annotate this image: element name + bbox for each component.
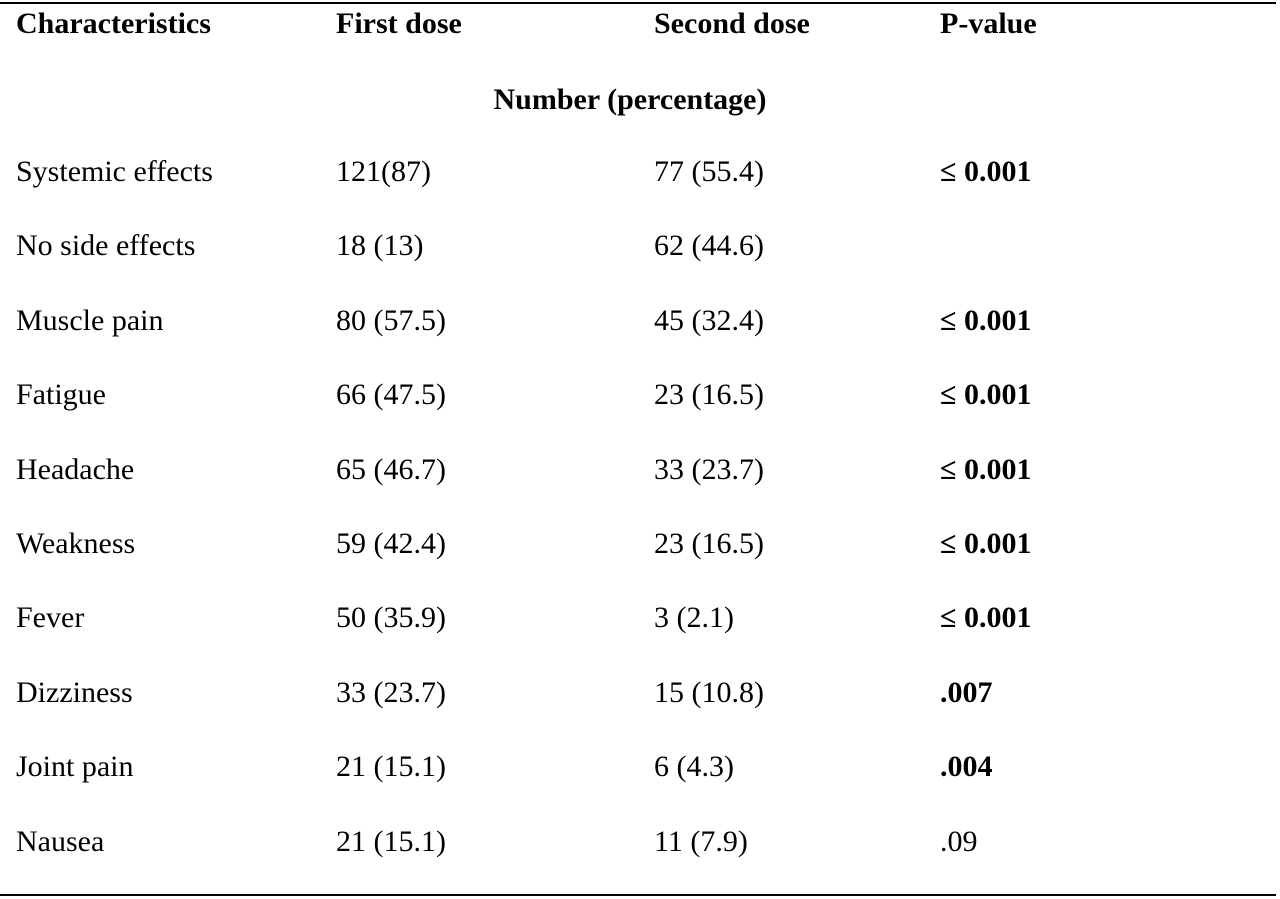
cell-second-dose: 62 (44.6) [654,229,764,262]
cell-p-value: .09 [940,825,978,858]
cell-second-dose: 77 (55.4) [654,155,764,188]
header-first-dose: First dose [336,7,462,40]
cell-second-dose: 33 (23.7) [654,453,764,486]
cell-first-dose: 59 (42.4) [336,527,446,560]
cell-characteristic: No side effects [16,229,196,262]
cell-p-value: .007 [940,676,993,709]
cell-second-dose: 15 (10.8) [654,676,764,709]
cell-characteristic: Fever [16,601,85,634]
cell-p-value: ≤ 0.001 [940,304,1032,337]
cell-first-dose: 65 (46.7) [336,453,446,486]
cell-first-dose: 80 (57.5) [336,304,446,337]
cell-first-dose: 50 (35.9) [336,601,446,634]
cell-characteristic: Nausea [16,825,105,858]
cell-first-dose: 18 (13) [336,229,424,262]
cell-p-value: ≤ 0.001 [940,601,1032,634]
cell-p-value: ≤ 0.001 [940,527,1032,560]
cell-first-dose: 33 (23.7) [336,676,446,709]
cell-first-dose: 21 (15.1) [336,825,446,858]
cell-characteristic: Dizziness [16,676,133,709]
cell-second-dose: 23 (16.5) [654,378,764,411]
cell-second-dose: 23 (16.5) [654,527,764,560]
cell-first-dose: 66 (47.5) [336,378,446,411]
cell-characteristic: Fatigue [16,378,106,411]
cell-characteristic: Joint pain [16,750,134,783]
table-bottom-rule [0,894,1276,896]
cell-characteristic: Headache [16,453,135,486]
header-second-dose: Second dose [654,7,810,40]
table-top-rule [0,2,1276,4]
header-characteristics: Characteristics [16,7,211,40]
cell-second-dose: 11 (7.9) [654,825,748,858]
cell-first-dose: 21 (15.1) [336,750,446,783]
cell-second-dose: 3 (2.1) [654,601,734,634]
cell-second-dose: 45 (32.4) [654,304,764,337]
cell-first-dose: 121(87) [336,155,431,188]
cell-p-value: ≤ 0.001 [940,378,1032,411]
cell-p-value: ≤ 0.001 [940,453,1032,486]
cell-characteristic: Muscle pain [16,304,164,337]
cell-characteristic: Systemic effects [16,155,213,188]
subheader-number-percentage: Number (percentage) [493,83,767,116]
cell-p-value: .004 [940,750,993,783]
header-p-value: P-value [940,7,1037,40]
cell-second-dose: 6 (4.3) [654,750,734,783]
cell-p-value: ≤ 0.001 [940,155,1032,188]
cell-characteristic: Weakness [16,527,136,560]
